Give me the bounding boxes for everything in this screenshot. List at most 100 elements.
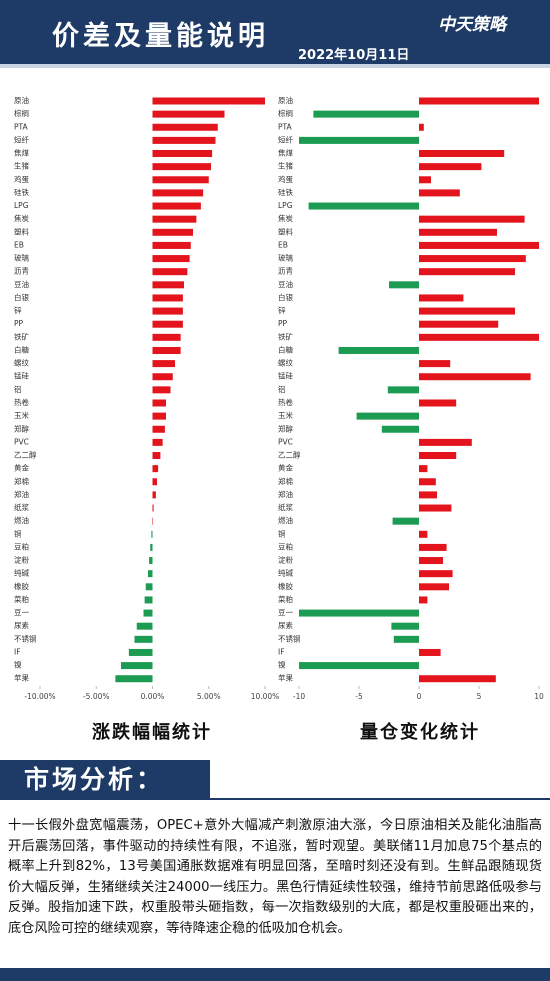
category-label: 棕榈 <box>278 108 293 118</box>
bar <box>152 438 163 446</box>
bar <box>152 452 161 460</box>
category-label: 郑油 <box>14 489 29 499</box>
category-label: 白糖 <box>14 344 29 354</box>
bar <box>308 202 419 210</box>
bar <box>136 622 153 630</box>
category-label: 纯碱 <box>278 568 293 578</box>
bar <box>419 255 526 263</box>
bar <box>392 517 419 525</box>
charts: 原油棕榈PTA短纤焦煤生猪鸡蛋硅铁LPG焦炭塑料EB玻璃沥青豆油白银锌PP铁矿白… <box>14 95 544 743</box>
bar <box>151 530 153 538</box>
category-label: 铜 <box>14 528 22 538</box>
category-label: 郑醇 <box>278 423 293 433</box>
header-stripe <box>0 64 550 68</box>
category-label: 苹果 <box>14 673 29 683</box>
bar <box>152 333 181 341</box>
category-label: LPG <box>14 201 29 210</box>
category-label: 锌 <box>278 305 286 315</box>
bar <box>419 307 515 315</box>
footer-band <box>0 968 550 981</box>
header-band <box>0 0 550 64</box>
category-label: 焦炭 <box>278 213 293 223</box>
logo: 中天策略 <box>438 15 506 35</box>
category-label: 菜粕 <box>14 594 29 604</box>
bar <box>387 386 419 394</box>
category-label: 铝 <box>14 384 22 394</box>
category-label: 豆粕 <box>278 541 293 551</box>
bar <box>152 136 216 144</box>
section-rule <box>210 798 550 800</box>
bar <box>152 504 154 512</box>
category-label: 白糖 <box>278 344 293 354</box>
bar <box>152 425 165 433</box>
category-label: 螺纹 <box>14 358 29 368</box>
bar <box>152 478 157 486</box>
category-label: 郑棉 <box>14 476 29 486</box>
category-label: 不锈钢 <box>278 633 301 643</box>
x-tick-label: 10 <box>534 692 544 701</box>
category-label: 白银 <box>278 292 293 302</box>
category-label: 焦煤 <box>278 148 293 158</box>
category-label: 郑棉 <box>278 476 293 486</box>
bar <box>143 609 153 617</box>
bar <box>152 320 183 328</box>
bar <box>149 557 153 565</box>
bar <box>381 425 419 433</box>
category-label: 锰硅 <box>278 371 293 381</box>
bar <box>419 163 482 171</box>
bar <box>152 110 225 118</box>
bar <box>152 215 197 223</box>
category-label: 硅铁 <box>278 187 293 197</box>
bar <box>152 228 193 236</box>
category-label: 镍 <box>278 660 286 670</box>
category-label: 乙二醇 <box>278 450 301 460</box>
category-label: 菜粕 <box>278 594 293 604</box>
category-label: 豆油 <box>278 279 293 289</box>
bar <box>152 517 154 525</box>
bar <box>152 268 188 276</box>
x-tick-label: -5 <box>355 692 363 701</box>
category-label: 锌 <box>14 305 22 315</box>
bar <box>419 123 424 131</box>
category-label: IF <box>278 647 285 656</box>
category-label: 黄金 <box>278 463 293 473</box>
category-label: 原油 <box>14 95 29 105</box>
bar <box>152 386 171 394</box>
section-title: 市场分析： <box>0 760 210 800</box>
category-label: 铝 <box>278 384 286 394</box>
bar <box>419 438 472 446</box>
category-label: EB <box>14 240 24 249</box>
x-tick-label: -10.00% <box>24 692 55 701</box>
chart-title: 量仓变化统计 <box>360 721 480 743</box>
x-tick-label: -10 <box>293 692 305 701</box>
category-label: 乙二醇 <box>14 450 37 460</box>
category-label: 橡胶 <box>14 581 29 591</box>
category-label: LPG <box>278 201 293 210</box>
bar <box>338 346 419 354</box>
category-label: 玉米 <box>278 410 293 420</box>
category-label: 橡胶 <box>278 581 293 591</box>
chart-title: 涨跌幅幅统计 <box>92 721 212 743</box>
bar <box>152 241 191 249</box>
bar <box>419 268 515 276</box>
category-label: 郑醇 <box>14 423 29 433</box>
category-label: 豆一 <box>14 608 29 617</box>
bar <box>419 294 464 302</box>
bar <box>419 360 451 368</box>
bar <box>419 465 428 473</box>
category-label: 豆一 <box>278 608 293 617</box>
category-label: 豆油 <box>14 279 29 289</box>
category-label: 生猪 <box>278 161 293 171</box>
bar <box>419 478 436 486</box>
bar <box>152 465 159 473</box>
x-tick-label: -5.00% <box>83 692 110 701</box>
category-label: PTA <box>14 122 29 131</box>
bar <box>419 570 453 578</box>
bar <box>152 346 181 354</box>
bar <box>419 189 460 197</box>
bar <box>419 373 531 381</box>
category-label: 不锈钢 <box>14 633 37 643</box>
category-label: 纸浆 <box>278 502 293 512</box>
bar <box>419 241 539 249</box>
